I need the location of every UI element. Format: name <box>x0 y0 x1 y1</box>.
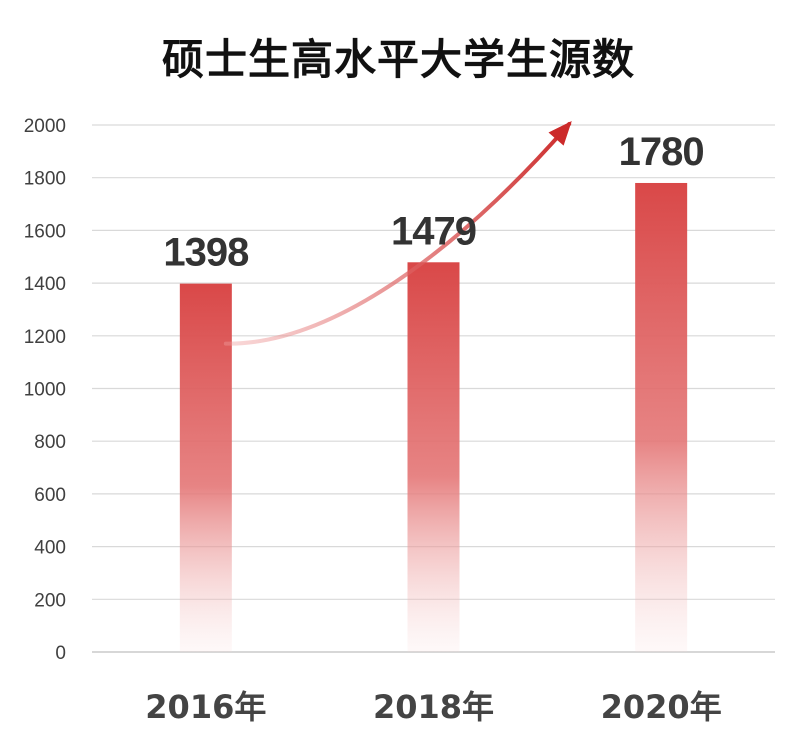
y-tick-label: 600 <box>34 485 66 506</box>
bars <box>179 182 688 652</box>
y-tick-label: 2000 <box>24 116 66 137</box>
y-tick-label: 200 <box>34 590 66 611</box>
data-label: 1398 <box>163 231 249 275</box>
x-category-label: 2020年 <box>601 688 722 726</box>
trend-arrow-head <box>548 120 572 146</box>
y-tick-label: 1000 <box>24 380 66 401</box>
x-category-label: 2018年 <box>373 688 494 726</box>
trend-arrow <box>223 120 572 346</box>
y-tick-label: 400 <box>34 538 66 559</box>
chart-title: 硕士生高水平大学生源数 <box>161 35 635 84</box>
x-category-label: 2016年 <box>145 688 266 726</box>
x-axis-categories: 2016年 2018年 2020年 <box>145 688 721 726</box>
bar <box>179 283 232 652</box>
y-tick-label: 800 <box>34 432 66 453</box>
data-label: 1479 <box>391 209 476 253</box>
trend-arrow-line <box>223 121 572 346</box>
y-tick-label: 0 <box>55 643 66 664</box>
bar <box>635 182 688 652</box>
y-axis-ticks: 0 200 400 600 800 1000 1200 1400 1600 1800 2000 <box>24 116 66 664</box>
y-tick-label: 1400 <box>24 274 66 295</box>
data-label: 1780 <box>619 130 704 174</box>
y-tick-label: 1600 <box>24 221 66 242</box>
bar <box>407 262 460 652</box>
data-labels: 1398 1479 1780 <box>163 130 704 275</box>
y-tick-label: 1800 <box>24 169 66 190</box>
y-tick-label: 1200 <box>24 327 66 348</box>
